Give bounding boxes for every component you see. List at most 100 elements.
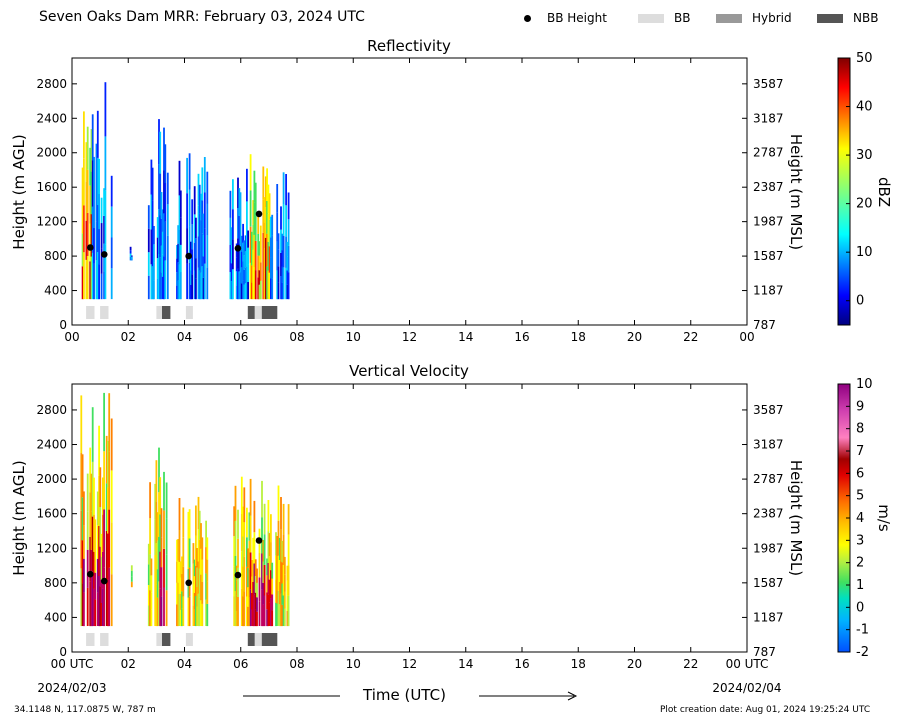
echo-cell (261, 480, 263, 518)
echo-cell (267, 270, 270, 300)
bb-type-block (261, 306, 278, 319)
y-tick-label-right: 3187 (753, 438, 784, 452)
echo-cell (178, 264, 181, 300)
echo-cell (150, 194, 153, 230)
echo-cell (202, 277, 205, 300)
echo-cell (150, 609, 153, 627)
echo-cell (108, 509, 111, 568)
echo-cell (267, 241, 270, 271)
echo-cell (201, 200, 204, 234)
echo-cell (159, 477, 162, 515)
echo-cell (237, 567, 239, 597)
echo-cell (80, 395, 83, 454)
echo-cell (159, 215, 162, 258)
echo-cell (252, 274, 255, 300)
echo-cell (203, 192, 206, 228)
echo-cell (159, 131, 162, 174)
bb-height-point (255, 210, 263, 218)
echo-cell (107, 441, 109, 488)
x-tick-label: 16 (514, 657, 529, 671)
echo-cell (179, 217, 182, 245)
echo-cell (237, 597, 239, 627)
echo-cell (192, 543, 195, 564)
echo-cell (237, 238, 239, 269)
echo-cell (267, 563, 270, 595)
echo-cell (196, 548, 199, 568)
echo-cell (243, 522, 246, 557)
echo-cell (178, 530, 181, 562)
echo-cell (103, 567, 105, 627)
echo-cell (182, 566, 185, 597)
echo-cell (252, 604, 255, 627)
echo-cell (242, 261, 244, 281)
echo-cell (104, 244, 107, 300)
echo-cell (163, 587, 165, 626)
echo-cell (256, 611, 258, 627)
echo-cell (197, 496, 200, 530)
echo-cell (149, 554, 151, 591)
echo-cell (267, 594, 270, 627)
echo-cell (163, 471, 165, 511)
echo-cell (251, 560, 253, 577)
echo-cell (103, 509, 105, 568)
echo-cell (266, 558, 268, 576)
echo-cell (277, 485, 280, 521)
echo-cell (237, 538, 239, 568)
colorbar-tick-label: 10 (856, 377, 873, 392)
echo-cell (206, 581, 209, 604)
echo-cell (153, 280, 155, 300)
echo-cell (99, 467, 102, 507)
echo-cell (237, 268, 239, 300)
bb-height-point (87, 570, 94, 578)
echo-cell (287, 565, 290, 596)
echo-cell (206, 235, 209, 268)
echo-cell (177, 604, 180, 627)
echo-cell (158, 581, 160, 626)
echo-cell (188, 189, 191, 227)
echo-cell (201, 581, 204, 604)
echo-cell (147, 205, 150, 229)
echo-cell (182, 507, 185, 538)
echo-cell (277, 555, 280, 591)
echo-cell (178, 195, 181, 230)
echo-cell (93, 156, 95, 193)
echo-cell (158, 447, 160, 493)
echo-cell (159, 588, 162, 627)
echo-cell (164, 260, 167, 300)
echo-cell (90, 511, 93, 550)
echo-cell (267, 184, 270, 214)
station-location: 34.1148 N, 117.0875 W, 787 m (14, 705, 156, 715)
echo-cell (129, 253, 132, 257)
y-tick-label: 2400 (36, 111, 67, 125)
echo-cell (275, 579, 277, 603)
echo-cell (277, 266, 280, 283)
echo-cell (156, 569, 159, 598)
bb-height-point (234, 571, 242, 579)
echo-cell (188, 538, 191, 568)
echo-cell (177, 582, 180, 605)
echo-cell (186, 228, 188, 264)
echo-cell (275, 532, 277, 556)
echo-cell (91, 407, 94, 462)
echo-cell (243, 255, 246, 270)
echo-cell (80, 510, 83, 569)
echo-cell (147, 543, 150, 565)
echo-cell (268, 533, 271, 557)
echo-cell (163, 549, 165, 588)
echo-cell (196, 606, 199, 626)
echo-cell (268, 272, 271, 300)
echo-cell (179, 593, 182, 610)
echo-cell (155, 501, 158, 544)
echo-cell (203, 228, 206, 264)
echo-cell (198, 242, 201, 271)
echo-cell (195, 258, 197, 279)
echo-cell (80, 453, 83, 511)
echo-cell (278, 537, 281, 560)
echo-cell (237, 177, 239, 208)
echo-cell (110, 268, 113, 300)
nbb-swatch-icon (817, 13, 843, 23)
echo-cell (238, 188, 241, 216)
echo-cell (197, 593, 200, 627)
echo-cell (246, 566, 248, 597)
echo-cell (177, 280, 180, 300)
